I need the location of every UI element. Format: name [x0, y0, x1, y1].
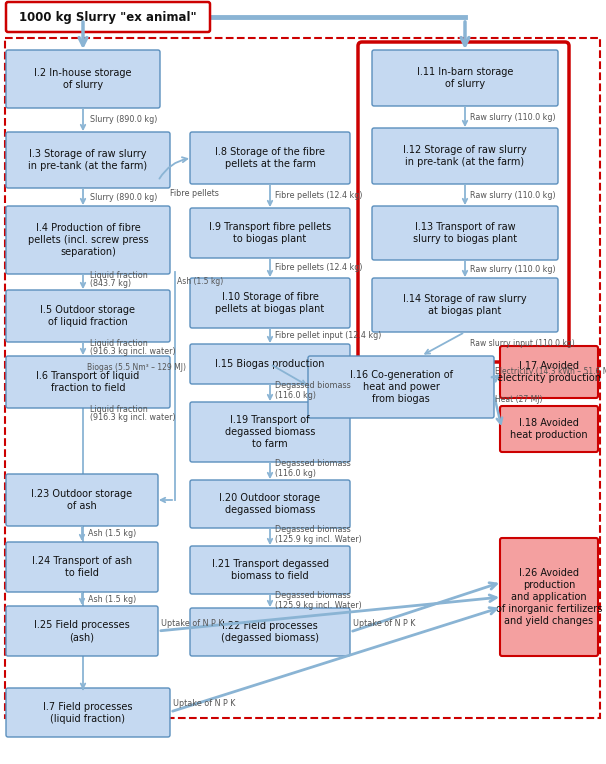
Text: I.19 Transport of
degassed biomass
to farm: I.19 Transport of degassed biomass to fa…: [225, 415, 315, 449]
Text: I.11 In-barn storage
of slurry: I.11 In-barn storage of slurry: [417, 67, 513, 89]
FancyBboxPatch shape: [6, 542, 158, 592]
Text: I.21 Transport degassed
biomass to field: I.21 Transport degassed biomass to field: [211, 559, 328, 581]
Text: I.3 Storage of raw slurry
in pre-tank (at the farm): I.3 Storage of raw slurry in pre-tank (a…: [28, 149, 148, 171]
Text: I.6 Transport of liquid
fraction to field: I.6 Transport of liquid fraction to fiel…: [36, 371, 139, 393]
Text: I.25 Field processes
(ash): I.25 Field processes (ash): [34, 620, 130, 642]
Text: Fibre pellets (12.4 kg): Fibre pellets (12.4 kg): [275, 264, 362, 273]
FancyBboxPatch shape: [6, 356, 170, 408]
Text: Fibre pellets (12.4 kg): Fibre pellets (12.4 kg): [275, 192, 362, 200]
FancyBboxPatch shape: [190, 402, 350, 462]
Text: Slurry (890.0 kg): Slurry (890.0 kg): [90, 193, 158, 202]
FancyBboxPatch shape: [190, 546, 350, 594]
FancyBboxPatch shape: [500, 346, 598, 398]
FancyBboxPatch shape: [372, 50, 558, 106]
Text: I.15 Biogas production: I.15 Biogas production: [215, 359, 325, 369]
Text: Raw slurry (110.0 kg): Raw slurry (110.0 kg): [470, 190, 556, 199]
FancyBboxPatch shape: [190, 208, 350, 258]
Text: I.13 Transport of raw
slurry to biogas plant: I.13 Transport of raw slurry to biogas p…: [413, 222, 517, 244]
Text: I.18 Avoided
heat production: I.18 Avoided heat production: [510, 418, 588, 440]
FancyBboxPatch shape: [6, 50, 160, 108]
Text: (125.9 kg incl. Water): (125.9 kg incl. Water): [275, 601, 362, 610]
Text: I.5 Outdoor storage
of liquid fraction: I.5 Outdoor storage of liquid fraction: [41, 305, 136, 327]
FancyBboxPatch shape: [500, 538, 598, 656]
FancyBboxPatch shape: [6, 688, 170, 737]
Text: I.26 Avoided
production
and application
of inorganic fertilizers
and yield chang: I.26 Avoided production and application …: [496, 568, 602, 626]
Text: Raw slurry input (110.0 kg): Raw slurry input (110.0 kg): [470, 339, 574, 348]
FancyBboxPatch shape: [308, 356, 494, 418]
FancyBboxPatch shape: [6, 2, 210, 32]
Text: Ash (1.5 kg): Ash (1.5 kg): [88, 529, 136, 539]
Text: I.24 Transport of ash
to field: I.24 Transport of ash to field: [32, 556, 132, 578]
Text: I.12 Storage of raw slurry
in pre-tank (at the farm): I.12 Storage of raw slurry in pre-tank (…: [403, 145, 527, 167]
Text: I.7 Field processes
(liquid fraction): I.7 Field processes (liquid fraction): [43, 701, 133, 724]
Text: Liquid fraction: Liquid fraction: [90, 270, 148, 280]
FancyBboxPatch shape: [372, 128, 558, 184]
Text: I.16 Co-generation of
heat and power
from biogas: I.16 Co-generation of heat and power fro…: [350, 370, 453, 404]
Text: I.2 In-house storage
of slurry: I.2 In-house storage of slurry: [35, 68, 132, 90]
Text: Raw slurry (110.0 kg): Raw slurry (110.0 kg): [470, 264, 556, 274]
Text: Liquid fraction: Liquid fraction: [90, 404, 148, 413]
Text: Liquid fraction: Liquid fraction: [90, 338, 148, 348]
FancyBboxPatch shape: [6, 132, 170, 188]
Text: (116.0 kg): (116.0 kg): [275, 468, 316, 478]
Text: Ash (1.5 kg): Ash (1.5 kg): [177, 277, 223, 286]
FancyBboxPatch shape: [190, 132, 350, 184]
Text: I.4 Production of fibre
pellets (incl. screw press
separation): I.4 Production of fibre pellets (incl. s…: [28, 223, 148, 257]
FancyBboxPatch shape: [6, 290, 170, 342]
Text: Fibre pellets: Fibre pellets: [170, 189, 219, 199]
Text: Uptake of N P K: Uptake of N P K: [353, 620, 415, 629]
Text: I.17 Avoided
electricity production: I.17 Avoided electricity production: [497, 361, 601, 383]
Text: I.14 Storage of raw slurry
at biogas plant: I.14 Storage of raw slurry at biogas pla…: [403, 294, 527, 316]
Text: Uptake of N P K: Uptake of N P K: [173, 700, 235, 708]
FancyBboxPatch shape: [372, 206, 558, 260]
FancyBboxPatch shape: [190, 608, 350, 656]
Text: I.8 Storage of the fibre
pellets at the farm: I.8 Storage of the fibre pellets at the …: [215, 147, 325, 169]
Text: (125.9 kg incl. Water): (125.9 kg incl. Water): [275, 535, 362, 543]
Text: Degassed biomass: Degassed biomass: [275, 526, 351, 535]
FancyBboxPatch shape: [190, 480, 350, 528]
Text: I.23 Outdoor storage
of ash: I.23 Outdoor storage of ash: [32, 489, 133, 511]
Text: Fibre pellet input (12.4 kg): Fibre pellet input (12.4 kg): [275, 332, 381, 341]
FancyBboxPatch shape: [190, 344, 350, 384]
Text: I.20 Outdoor storage
degassed biomass: I.20 Outdoor storage degassed biomass: [219, 493, 321, 515]
Text: I.10 Storage of fibre
pellets at biogas plant: I.10 Storage of fibre pellets at biogas …: [215, 292, 325, 314]
Text: Degassed biomass: Degassed biomass: [275, 459, 351, 468]
FancyBboxPatch shape: [190, 278, 350, 328]
Text: Degassed biomass: Degassed biomass: [275, 381, 351, 390]
Text: Biogas (5.5 Nm³ – 129 MJ): Biogas (5.5 Nm³ – 129 MJ): [87, 364, 186, 373]
Text: I.22 Field processes
(degassed biomass): I.22 Field processes (degassed biomass): [221, 621, 319, 643]
Text: Slurry (890.0 kg): Slurry (890.0 kg): [90, 115, 158, 125]
Text: (843.7 kg): (843.7 kg): [90, 280, 131, 289]
FancyBboxPatch shape: [500, 406, 598, 452]
FancyBboxPatch shape: [6, 474, 158, 526]
Text: Ash (1.5 kg): Ash (1.5 kg): [88, 594, 136, 604]
Text: Heat (27 MJ): Heat (27 MJ): [495, 394, 542, 403]
Text: I.9 Transport fibre pellets
to biogas plant: I.9 Transport fibre pellets to biogas pl…: [209, 222, 331, 244]
Text: Degassed biomass: Degassed biomass: [275, 591, 351, 601]
Text: (916.3 kg incl. water): (916.3 kg incl. water): [90, 413, 176, 422]
Text: 1000 kg Slurry "ex animal": 1000 kg Slurry "ex animal": [19, 11, 197, 24]
Text: (116.0 kg): (116.0 kg): [275, 390, 316, 400]
FancyBboxPatch shape: [372, 278, 558, 332]
FancyBboxPatch shape: [6, 606, 158, 656]
Text: Raw slurry (110.0 kg): Raw slurry (110.0 kg): [470, 112, 556, 121]
FancyBboxPatch shape: [6, 206, 170, 274]
Text: Electricity (14.3 kWh – 51.6 MJ): Electricity (14.3 kWh – 51.6 MJ): [495, 367, 606, 375]
Text: Uptake of N P K: Uptake of N P K: [161, 619, 224, 627]
Text: (916.3 kg incl. water): (916.3 kg incl. water): [90, 348, 176, 357]
